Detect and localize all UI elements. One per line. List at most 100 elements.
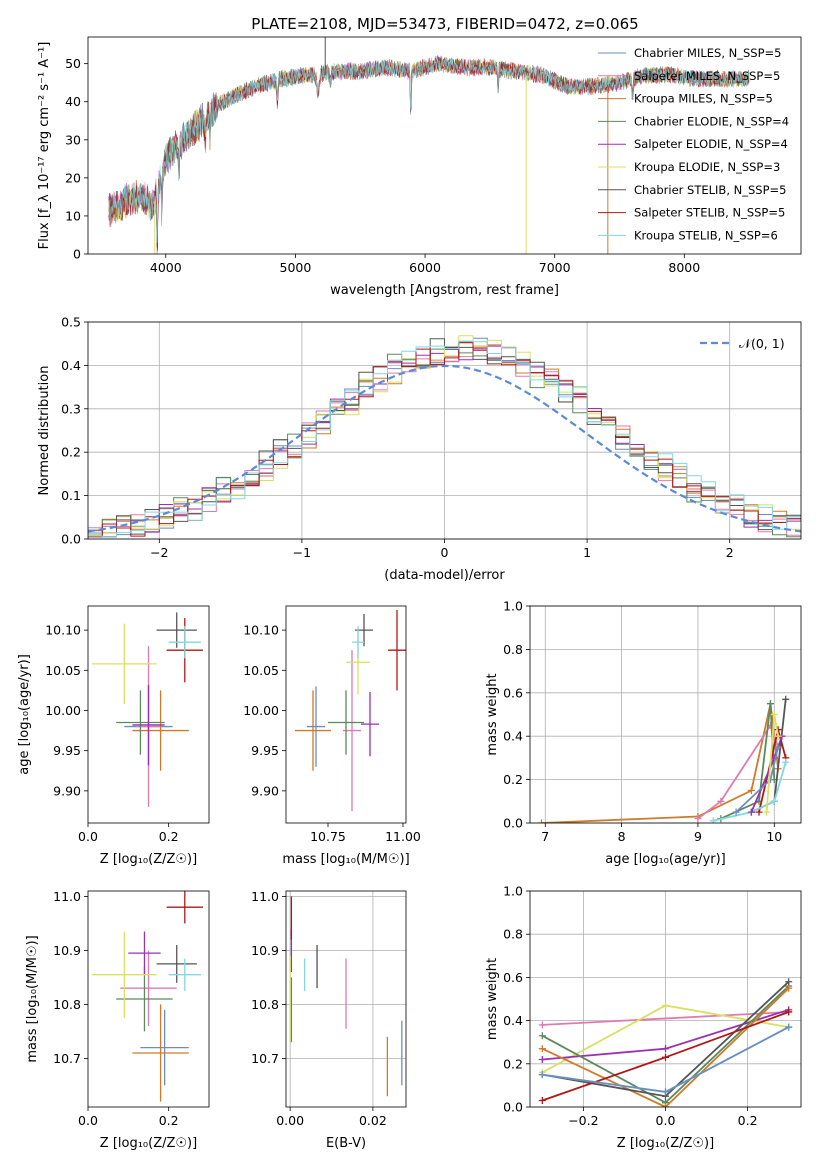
mass_weight_vs_z-ytick-label: 0.6 [503,970,523,985]
errorbar-point [132,1004,189,1102]
mass-weight-marker [785,1008,793,1016]
errorbar-point [132,690,189,771]
errorbar-point [361,691,379,757]
errorbar-point [116,966,173,1032]
errorbar-point [132,684,165,766]
errorbar-point [92,623,157,705]
mass_weight_vs_z-xtick-label: 0.0 [656,1113,676,1128]
legend-entry: Kroupa STELIB, N_SSP=6 [634,228,778,242]
mass_vs_ebv-frame [285,890,407,1108]
spectrum-ytick-label: 30 [65,132,81,147]
spectrum-xlabel: wavelength [Angstrom, rest frame] [330,283,559,298]
mass_weight_vs_z-xlabel: Z [log₁₀(Z/Z☉)] [617,1136,714,1151]
age_vs_z-xlabel: Z [log₁₀(Z/Z☉)] [100,852,197,867]
age_vs_z-ytick-label: 9.95 [53,743,81,758]
age_vs_z-frame [87,605,210,824]
mass_weight_vs_age-xtick-label: 8 [618,829,626,844]
mass_weight_vs_z-ylabel: mass weight [485,958,500,1040]
spectrum-ytick-label: 20 [65,170,81,185]
mass-weight-marker [774,732,782,740]
mass-weight-marker [538,1097,546,1105]
mass_vs_z-ytick-label: 10.9 [53,943,81,958]
mass_vs_ebv-ytick-label: 11.0 [251,889,279,904]
residuals-xtick-label: 0 [441,545,449,560]
age_vs_z-ytick-label: 9.90 [53,783,81,798]
mass_weight_vs_age-plot-content [537,695,790,823]
errorbar-point [295,690,331,771]
spectrum-xtick-label: 6000 [409,260,441,275]
mass_weight_vs_age-xtick-label: 9 [694,829,702,844]
mass_vs_ebv-plot-content [289,896,403,1097]
residuals-ytick-label: 0.1 [61,488,81,503]
mass_weight_vs_age-xtick-label: 10 [766,829,782,844]
mass-weight-marker [785,1023,793,1031]
spectrum-frame [87,36,802,255]
mass_weight_vs_age-panel: 7 8 9 10 0.0 0.2 0.4 0.6 0.8 1.0 age [log₁₀(age/yr… [485,599,802,867]
errorbar-point [168,958,201,991]
age_vs_mass-xtick-label: 10.75 [310,829,346,844]
mass-weight-marker [662,1103,669,1107]
legend-entry: Salpeter ELODIE, N_SSP=4 [634,137,788,151]
mass-weight-marker [538,1055,546,1063]
mass-weight-marker [694,815,702,823]
mass-weight-marker [538,1045,546,1053]
legend-entry: Salpeter STELIB, N_SSP=5 [634,206,785,220]
mass_weight_vs_age-ytick-label: 0.8 [503,642,523,657]
residuals-ytick-label: 0.3 [61,401,81,416]
age_vs_z-ytick-label: 10.00 [45,703,81,718]
spectrum-xtick-label: 7000 [539,260,571,275]
errorbar-point [120,950,177,1026]
mass_weight_vs_z-plot-content [538,978,793,1107]
mass-weight-marker [717,797,725,805]
errorbar-point [156,945,197,983]
mass-weight-marker [766,700,774,708]
spectrum-xtick-label: 8000 [668,260,700,275]
mass-weight-marker [763,808,771,816]
mass_vs_z-xtick-label: 0.2 [159,1113,179,1128]
age_vs_mass-xtick-label: 11.00 [385,829,421,844]
mass_vs_z-panel: 0.0 0.2 10.7 10.8 10.9 11.0 Z [log₁₀(Z/Z☉)] mas… [25,889,210,1151]
legend-entry: Chabrier STELIB, N_SSP=5 [634,183,786,197]
errorbar-point [128,931,161,975]
mass_vs_z-xtick-label: 0.0 [78,1113,98,1128]
legend-entry: Salpeter MILES, N_SSP=5 [634,69,780,83]
mass_weight_vs_age-xtick-label: 7 [541,829,549,844]
spectrum-plot-content [108,37,750,254]
residuals-xtick-label: −2 [150,545,168,560]
mass_weight_vs_z-ytick-label: 0.4 [503,1013,523,1028]
age_vs_z-plot-content [92,612,203,807]
spectrum-xtick-label: 4000 [150,260,182,275]
mass_vs_z-ytick-label: 10.8 [53,997,81,1012]
legend-entry: Chabrier MILES, N_SSP=5 [634,46,781,60]
residuals-legend: 𝒩(0, 1) [700,336,785,351]
mass-weight-marker [662,1001,669,1009]
age_vs_mass-ytick-label: 10.00 [243,703,279,718]
mass_weight_vs_age-ytick-label: 0.2 [503,772,523,787]
figure-title: PLATE=2108, MJD=53473, FIBERID=0472, z=0… [251,15,638,33]
mass_vs_z-ylabel: mass [log₁₀(M/M☉)] [25,935,40,1062]
legend-entry: Kroupa ELODIE, N_SSP=3 [634,160,780,174]
mass-weight-marker [662,1045,669,1053]
mass_weight_vs_z-xtick-label: −0.2 [568,1113,598,1128]
mass-weight-marker [785,984,793,992]
mass_vs_z-ytick-label: 11.0 [53,889,81,904]
mass_vs_z-xlabel: Z [log₁₀(Z/Z☉)] [100,1136,197,1151]
mass_vs_z-plot-content [92,891,203,1102]
mass_weight_vs_z-panel: −0.2 0.0 0.2 0.0 0.2 0.4 0.6 0.8 1.0 Z [log₁₀(Z/Z… [485,884,802,1151]
mass_weight_vs_age-ytick-label: 0.6 [503,685,523,700]
mass_weight_vs_age-ylabel: mass weight [485,673,500,755]
histogram-step [88,335,801,536]
residuals-xtick-label: 2 [726,545,734,560]
spectrum-ytick-label: 50 [65,56,81,71]
spectrum-ytick-label: 0 [73,247,81,262]
mass-weight-marker [537,819,545,823]
mass_vs_z-ytick-label: 10.7 [53,1051,81,1066]
legend-entry: Kroupa MILES, N_SSP=5 [634,92,773,106]
residuals-panel: −2 −1 0 1 2 0.0 0.1 0.2 0.3 0.4 0.5 (data-model)/er… [37,315,802,583]
mass_vs_z-frame [87,890,210,1108]
mass-weight-marker [538,1021,546,1029]
mass-weight-marker [538,1071,546,1079]
normal-reference-curve [88,364,801,533]
residuals-xtick-label: −1 [293,545,311,560]
